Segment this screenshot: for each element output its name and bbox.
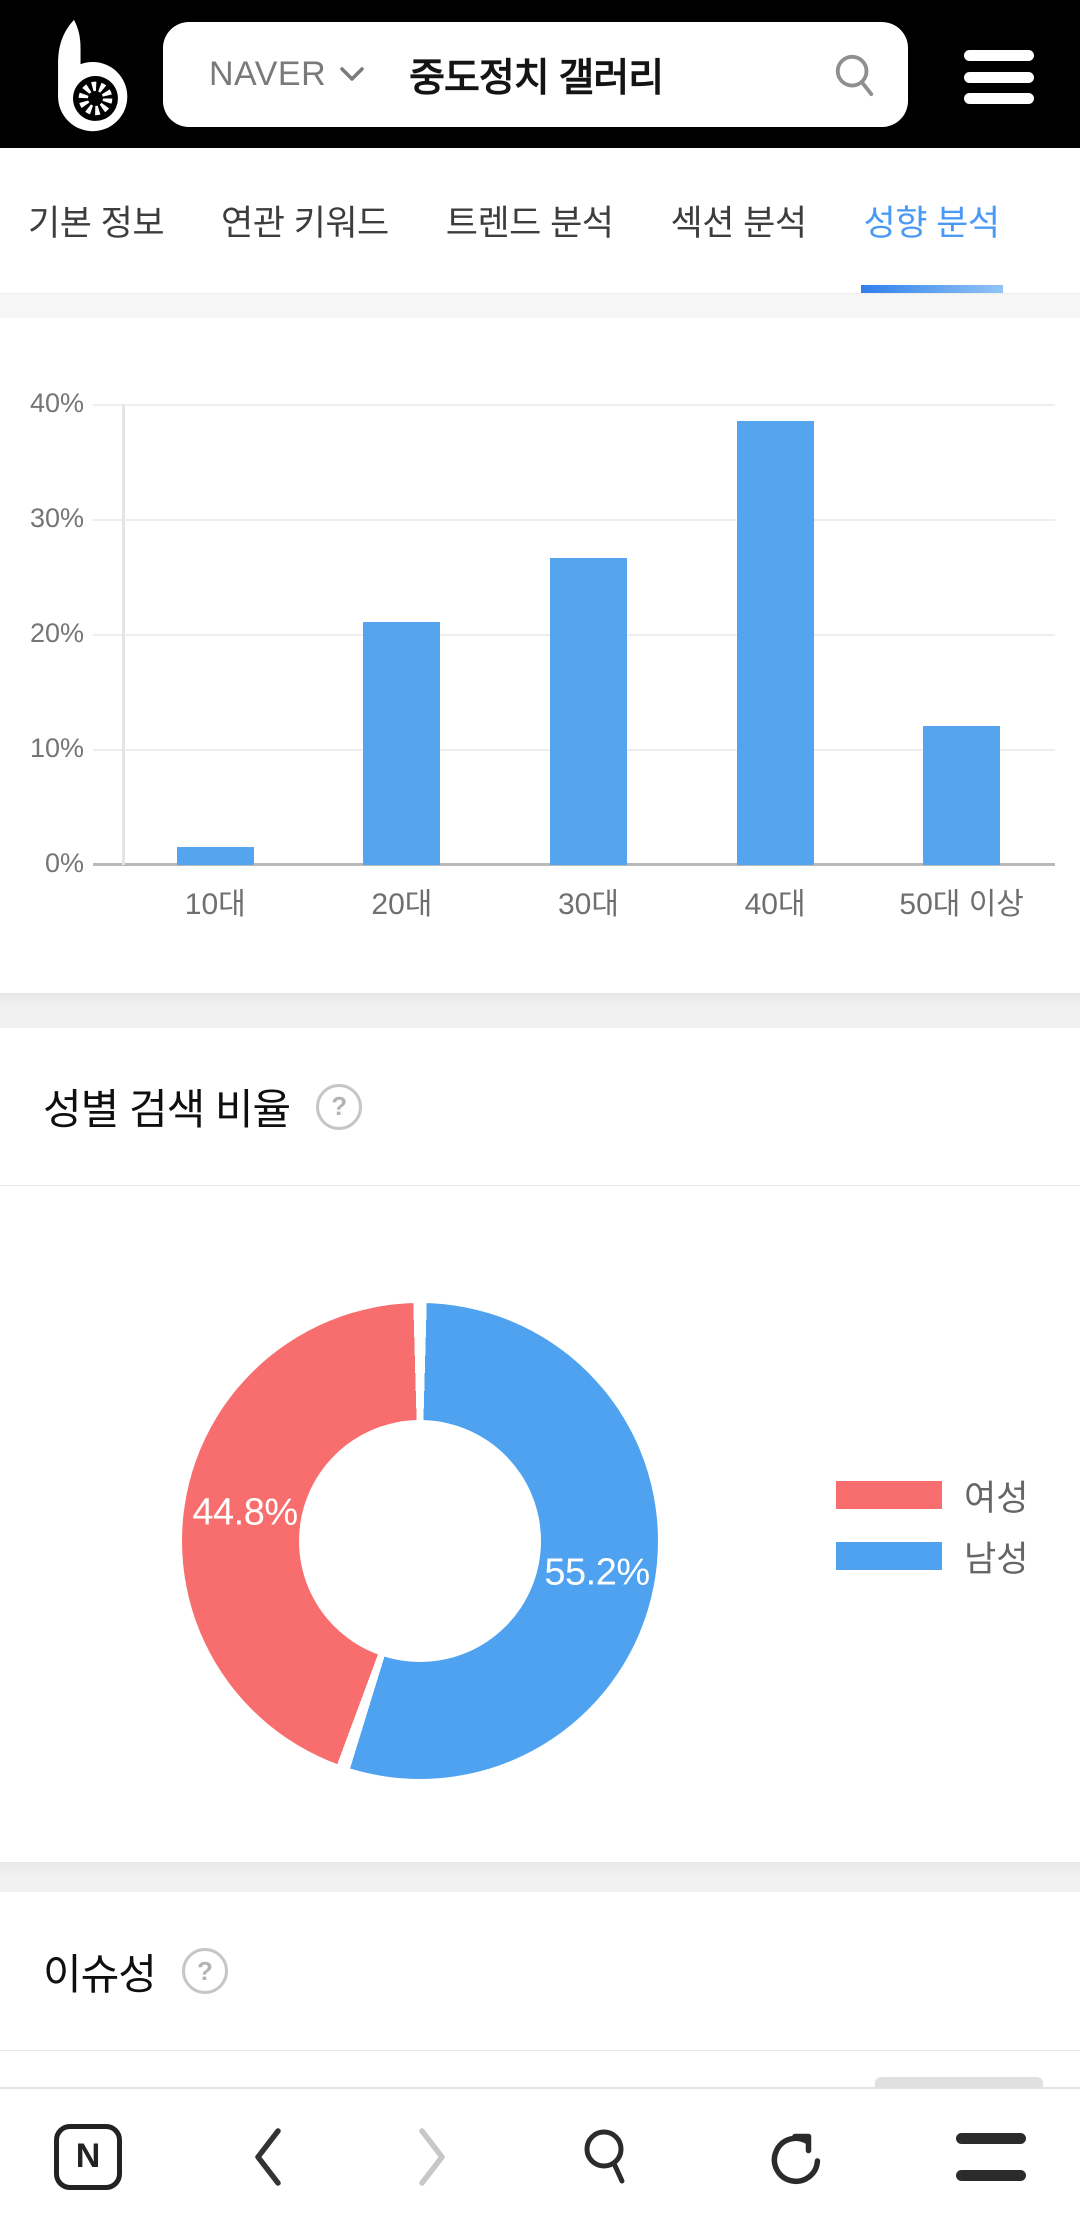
app-header: NAVER 중도정치 갤러리 (0, 0, 1080, 148)
toolbar-menu-button[interactable] (956, 2132, 1026, 2181)
y-axis-line (122, 405, 125, 865)
section-divider (0, 1862, 1080, 1892)
back-button[interactable] (250, 2126, 286, 2188)
section-title: 이슈성 (43, 1950, 157, 1998)
legend-item: 여성 (836, 1479, 1028, 1518)
y-tick-label: 40% (29, 388, 84, 418)
bar-20대 (363, 622, 441, 865)
tab-0[interactable]: 기본 정보 (28, 204, 165, 243)
menu-icon[interactable] (964, 50, 1034, 104)
section-divider (0, 294, 1080, 319)
donut-label-male: 55.2% (544, 1551, 650, 1594)
bar-30대 (549, 557, 627, 865)
donut-chart: 44.8% 55.2% (182, 1303, 658, 1779)
bar-40대 (736, 421, 814, 865)
naver-home-button[interactable]: N (54, 2123, 122, 2190)
tab-bar: 기본 정보 연관 키워드 트렌드 분석 섹션 분석 성향 분석 (0, 148, 1080, 294)
bar-50대 이상 (923, 725, 1001, 865)
tab-1[interactable]: 연관 키워드 (221, 204, 389, 243)
y-tick-label: 20% (29, 618, 84, 648)
legend-label: 여성 (964, 1478, 1029, 1518)
browser-toolbar: N (0, 2087, 1080, 2224)
keyword-search-bar[interactable]: NAVER 중도정치 갤러리 (163, 22, 908, 127)
gender-section-header: 성별 검색 비율 ? (0, 1028, 1080, 1186)
legend-item: 남성 (836, 1540, 1028, 1579)
legend-swatch (836, 1542, 942, 1570)
search-engine-selector[interactable]: NAVER (209, 55, 365, 94)
forward-button[interactable] (414, 2126, 450, 2188)
back-icon (255, 2127, 281, 2186)
refresh-button[interactable] (764, 2125, 828, 2189)
search-engine-label: NAVER (209, 55, 327, 93)
search-button[interactable] (578, 2125, 636, 2189)
y-tick-label: 30% (29, 503, 84, 533)
gridline-30 (93, 519, 1055, 521)
legend-swatch (836, 1481, 942, 1509)
age-chart-section: 0% 10% 20% 30% 40% 10대 20대 30대 40대 50대 이상 (0, 318, 1080, 993)
gridline-40 (93, 404, 1055, 406)
tab-4[interactable]: 성향 분석 (860, 148, 1003, 293)
search-icon[interactable] (832, 51, 878, 99)
y-tick-label: 10% (29, 733, 84, 763)
horizontal-scrollbar[interactable] (875, 2077, 1043, 2087)
search-icon (584, 2129, 625, 2183)
naver-icon: N (54, 2123, 122, 2190)
help-icon[interactable]: ? (316, 1083, 363, 1130)
legend-label: 남성 (964, 1539, 1029, 1579)
section-title: 성별 검색 비율 (43, 1086, 291, 1133)
x-tick-label: 40대 (744, 888, 806, 921)
x-tick-label: 50대 이상 (899, 888, 1024, 921)
section-divider (0, 993, 1080, 1028)
content-strip (0, 2051, 1080, 2087)
x-tick-label: 20대 (371, 888, 433, 921)
tab-3[interactable]: 섹션 분석 (670, 204, 808, 243)
help-icon[interactable]: ? (181, 1948, 228, 1994)
y-tick-label: 0% (44, 848, 84, 878)
tab-2[interactable]: 트렌드 분석 (445, 204, 614, 243)
x-tick-label: 10대 (184, 888, 246, 921)
toolbar-menu-icon (956, 2132, 1026, 2181)
age-bar-chart: 0% 10% 20% 30% 40% (0, 388, 1055, 878)
issue-section-header: 이슈성 ? (0, 1892, 1080, 2051)
bar-10대 (176, 846, 254, 865)
search-query-input[interactable]: 중도정치 갤러리 (409, 56, 664, 100)
forward-icon (419, 2127, 445, 2186)
x-tick-label: 30대 (557, 888, 619, 921)
refresh-icon (771, 2133, 821, 2184)
blackkiwi-logo-icon[interactable] (38, 18, 138, 134)
chevron-down-icon (340, 67, 364, 81)
donut-label-female: 44.8% (192, 1491, 298, 1534)
